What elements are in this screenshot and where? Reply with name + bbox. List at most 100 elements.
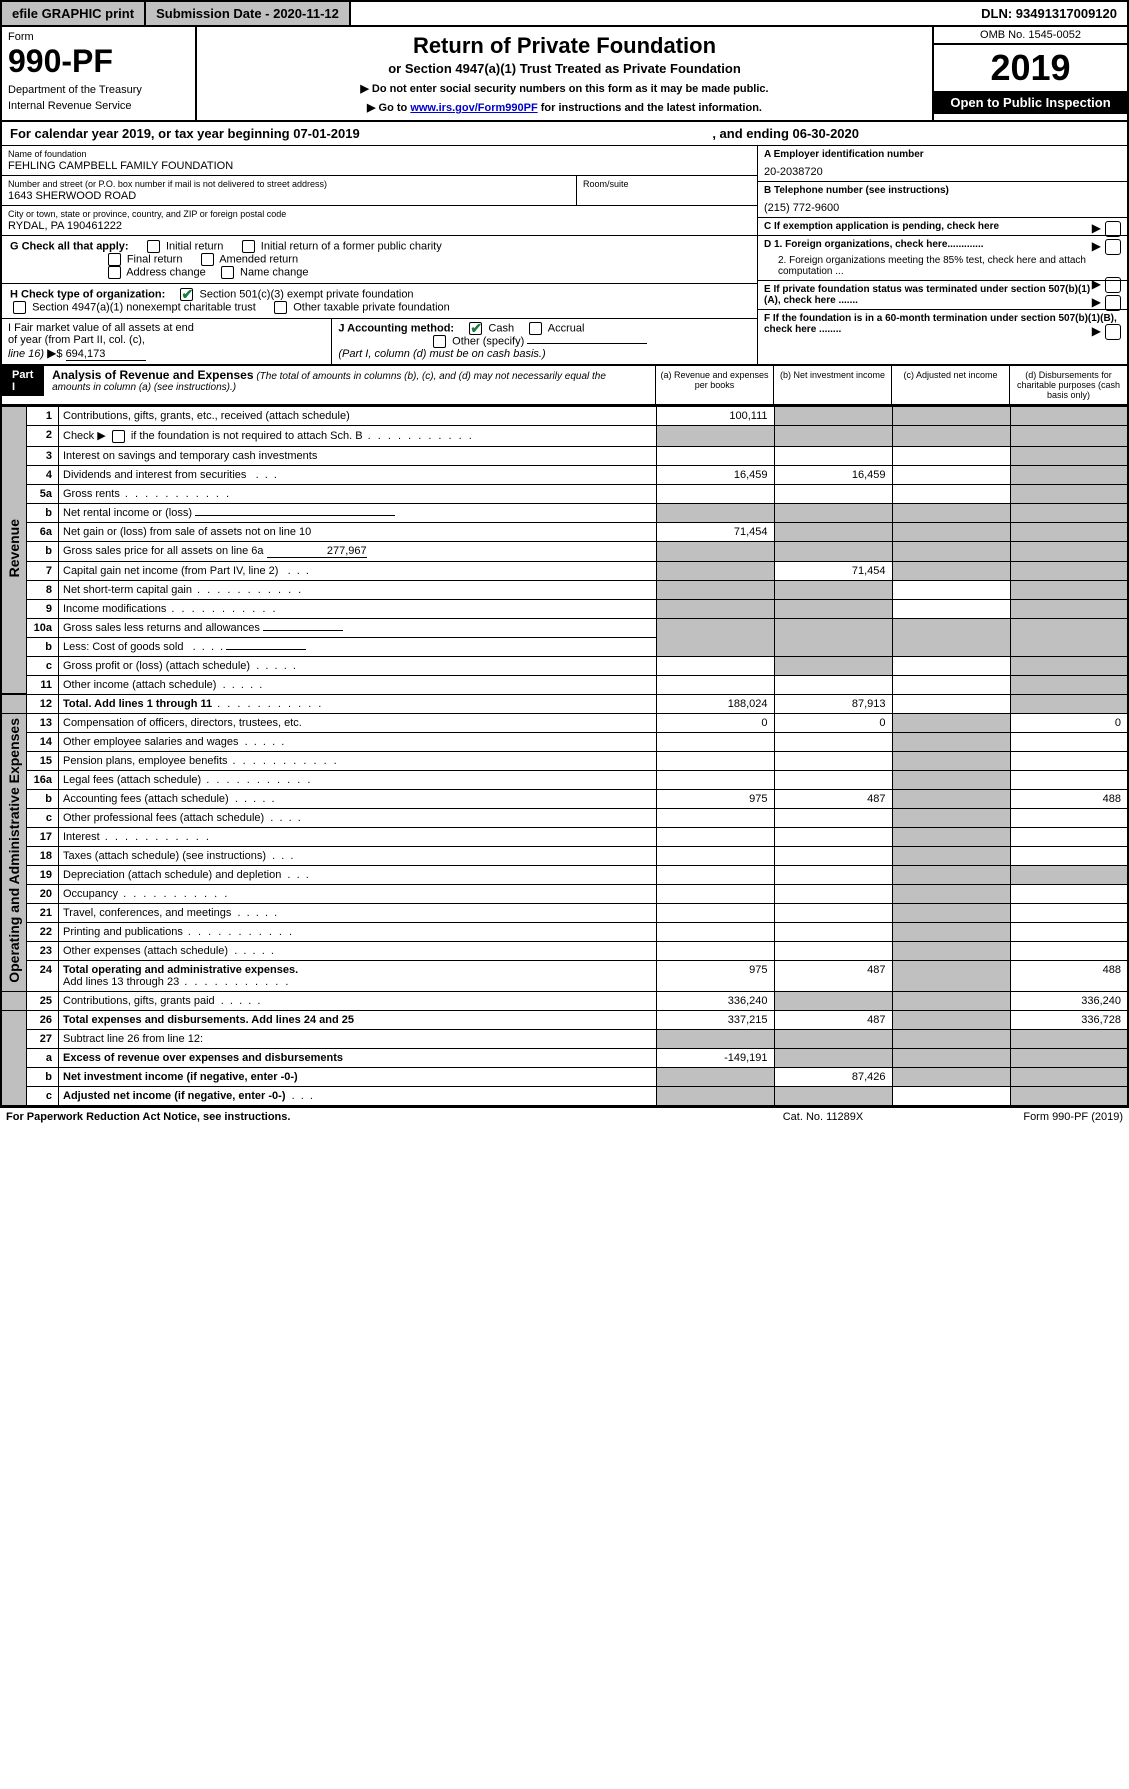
tel-value: (215) 772-9600: [764, 202, 1121, 214]
i-value: 694,173: [66, 348, 146, 361]
j-other: Other (specify): [452, 335, 524, 347]
col-d: [1010, 446, 1128, 465]
lineno: 9: [27, 599, 59, 618]
lineno: a: [27, 1048, 59, 1067]
cb-amended[interactable]: [201, 253, 214, 266]
col-b: [774, 580, 892, 599]
col-a: 188,024: [656, 694, 774, 713]
col-d: [1010, 656, 1128, 675]
col-d: [1010, 1086, 1128, 1106]
lineno: 7: [27, 561, 59, 580]
i-label3: line 16): [8, 348, 44, 360]
cb-initial-former[interactable]: [242, 240, 255, 253]
cb-4947[interactable]: [13, 301, 26, 314]
col-d: [1010, 865, 1128, 884]
table-row: 20 Occupancy: [1, 884, 1128, 903]
table-row: 8 Net short-term capital gain: [1, 580, 1128, 599]
j-other-line: [527, 343, 647, 344]
arrow-icon: ▶: [47, 346, 56, 360]
col-c: [892, 713, 1010, 732]
col-a: [656, 903, 774, 922]
col-b: [774, 865, 892, 884]
cb-other-method[interactable]: [433, 335, 446, 348]
cb-other-taxable[interactable]: [274, 301, 287, 314]
lineno: 14: [27, 732, 59, 751]
lineno: b: [27, 503, 59, 522]
table-row: 16a Legal fees (attach schedule): [1, 770, 1128, 789]
col-d: [1010, 618, 1128, 656]
foundation-name: FEHLING CAMPBELL FAMILY FOUNDATION: [8, 160, 751, 172]
col-c: [892, 751, 1010, 770]
table-row: 11 Other income (attach schedule) . . . …: [1, 675, 1128, 694]
lineno: 11: [27, 675, 59, 694]
cal-end: , and ending 06-30-2020: [712, 126, 859, 141]
d2-label: 2. Foreign organizations meeting the 85%…: [764, 255, 1121, 277]
col-a: [656, 808, 774, 827]
efile-print-button[interactable]: efile GRAPHIC print: [2, 2, 146, 25]
col-d: 336,240: [1010, 991, 1128, 1010]
col-d: 0: [1010, 713, 1128, 732]
cb-accrual[interactable]: [529, 322, 542, 335]
col-b: 487: [774, 960, 892, 991]
city-value: RYDAL, PA 190461222: [8, 220, 751, 232]
cb-cash[interactable]: [469, 322, 482, 335]
g-addr-change: Address change: [126, 266, 206, 278]
col-c: [892, 484, 1010, 503]
table-row: Operating and Administrative Expenses 13…: [1, 713, 1128, 732]
col-b: [774, 618, 892, 656]
col-c: [892, 808, 1010, 827]
col-c: [892, 561, 1010, 580]
cb-initial-return[interactable]: [147, 240, 160, 253]
footer: For Paperwork Reduction Act Notice, see …: [0, 1107, 1129, 1126]
cb-name-change[interactable]: [221, 266, 234, 279]
irs-link[interactable]: www.irs.gov/Form990PF: [410, 102, 537, 114]
g-initial: Initial return: [166, 240, 223, 252]
col-d: [1010, 1048, 1128, 1067]
line-desc: Contributions, gifts, grants, etc., rece…: [59, 407, 657, 426]
col-c: [892, 903, 1010, 922]
col-d: [1010, 465, 1128, 484]
line-desc: Compensation of officers, directors, tru…: [59, 713, 657, 732]
h-4947: Section 4947(a)(1) nonexempt charitable …: [32, 301, 256, 313]
info-right: A Employer identification number 20-2038…: [757, 146, 1127, 364]
col-a: [656, 846, 774, 865]
col-d: [1010, 1067, 1128, 1086]
cb-final-return[interactable]: [108, 253, 121, 266]
col-a: 0: [656, 713, 774, 732]
col-d: [1010, 484, 1128, 503]
lineno: 25: [27, 991, 59, 1010]
cb-501c3[interactable]: [180, 288, 193, 301]
lineno: 5a: [27, 484, 59, 503]
cb-foreign-org[interactable]: [1105, 239, 1121, 255]
cb-60-month[interactable]: [1105, 324, 1121, 340]
i-cell: I Fair market value of all assets at end…: [2, 319, 332, 364]
col-c: [892, 599, 1010, 618]
col-b: 487: [774, 1010, 892, 1029]
cb-addr-change[interactable]: [108, 266, 121, 279]
footer-center: Cat. No. 11289X: [723, 1111, 923, 1123]
table-row: 14 Other employee salaries and wages . .…: [1, 732, 1128, 751]
g-label: G Check all that apply:: [10, 240, 129, 252]
col-b: [774, 503, 892, 522]
table-row: c Other professional fees (attach schedu…: [1, 808, 1128, 827]
col-d: [1010, 751, 1128, 770]
col-a: 71,454: [656, 522, 774, 541]
cb-sch-b[interactable]: [112, 430, 125, 443]
lineno: 18: [27, 846, 59, 865]
col-c: [892, 694, 1010, 713]
side-expenses: Operating and Administrative Expenses: [1, 713, 27, 991]
col-b: [774, 808, 892, 827]
e-cell: E If private foundation status was termi…: [758, 281, 1127, 310]
line-desc: Net investment income (if negative, ente…: [59, 1067, 657, 1086]
part1-title: Analysis of Revenue and Expenses: [52, 368, 253, 382]
col-c: [892, 732, 1010, 751]
col-d: [1010, 827, 1128, 846]
table-row: 5a Gross rents: [1, 484, 1128, 503]
table-row: 21 Travel, conferences, and meetings . .…: [1, 903, 1128, 922]
cb-exemption-pending[interactable]: [1105, 221, 1121, 237]
col-b: [774, 1029, 892, 1048]
cb-terminated[interactable]: [1105, 295, 1121, 311]
line-desc: Less: Cost of goods sold . . . .: [59, 637, 657, 656]
col-d: [1010, 694, 1128, 713]
lineno: 4: [27, 465, 59, 484]
